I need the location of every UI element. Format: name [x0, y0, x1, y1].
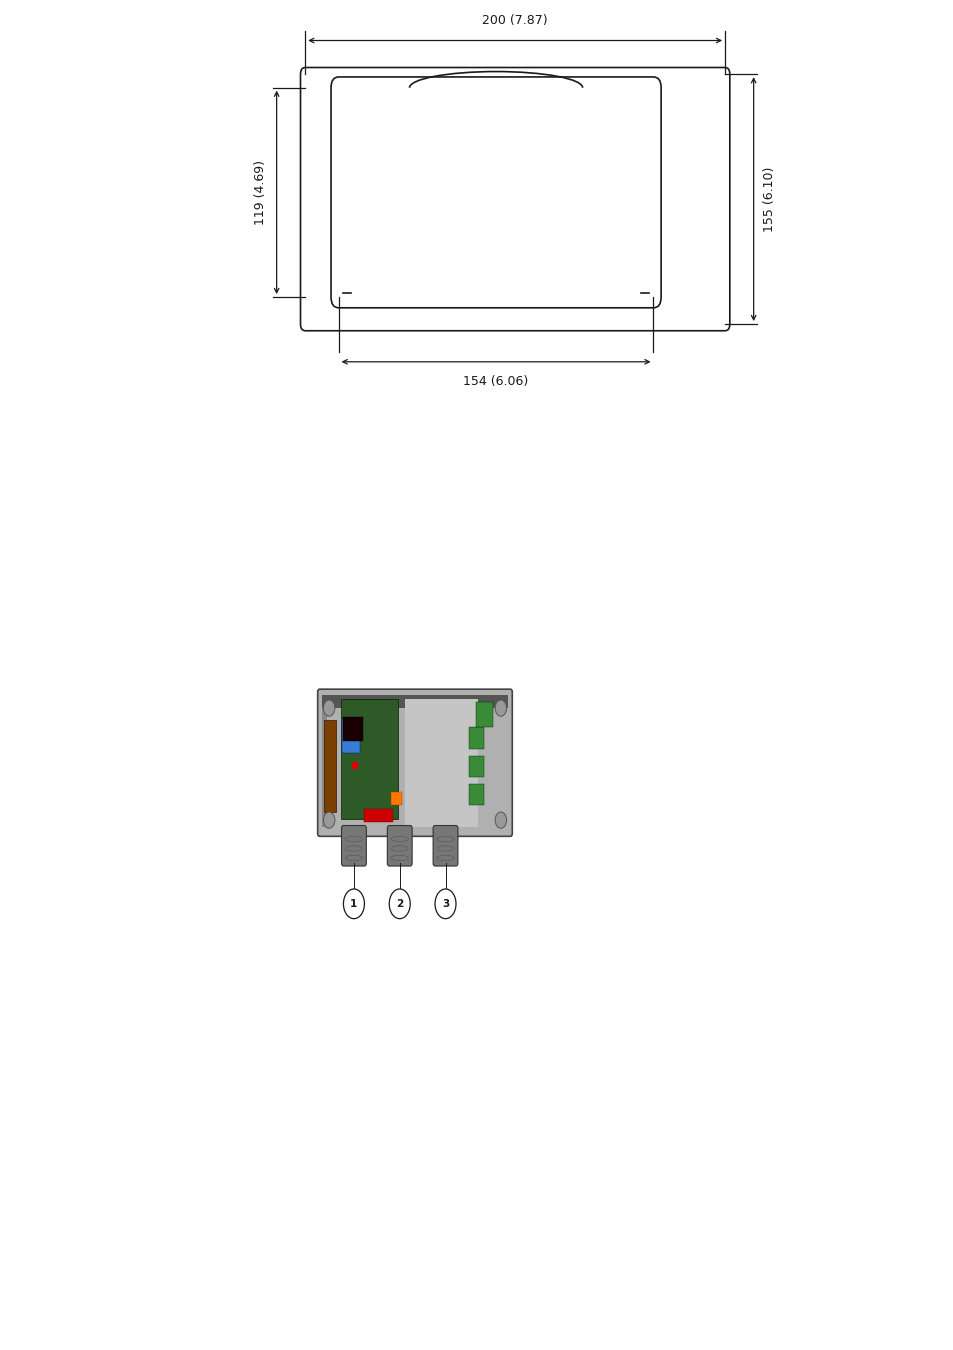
Bar — [342, 720, 359, 753]
Bar — [469, 784, 483, 805]
Bar — [476, 702, 493, 728]
Bar — [469, 756, 483, 778]
Circle shape — [323, 699, 335, 717]
FancyBboxPatch shape — [317, 690, 512, 837]
FancyBboxPatch shape — [387, 826, 412, 867]
Bar — [405, 699, 477, 826]
Bar — [352, 763, 357, 769]
Text: 3: 3 — [441, 899, 449, 909]
Text: 200 (7.87): 200 (7.87) — [482, 14, 547, 27]
Circle shape — [343, 888, 364, 919]
Bar — [340, 699, 397, 819]
Bar — [391, 791, 401, 805]
Text: 155 (6.10): 155 (6.10) — [762, 166, 776, 232]
Text: 119 (4.69): 119 (4.69) — [253, 159, 267, 225]
Bar — [322, 707, 327, 826]
Circle shape — [495, 811, 506, 829]
Bar — [469, 728, 483, 748]
Bar — [322, 695, 507, 709]
Text: 2: 2 — [395, 899, 403, 909]
FancyBboxPatch shape — [433, 826, 457, 867]
Text: 1: 1 — [350, 899, 357, 909]
Bar — [343, 717, 362, 741]
Circle shape — [495, 699, 506, 717]
Text: 154 (6.06): 154 (6.06) — [463, 375, 528, 389]
Circle shape — [435, 888, 456, 919]
FancyBboxPatch shape — [341, 826, 366, 867]
Circle shape — [323, 811, 335, 829]
Bar — [324, 721, 335, 813]
Bar — [364, 809, 393, 822]
Circle shape — [389, 888, 410, 919]
